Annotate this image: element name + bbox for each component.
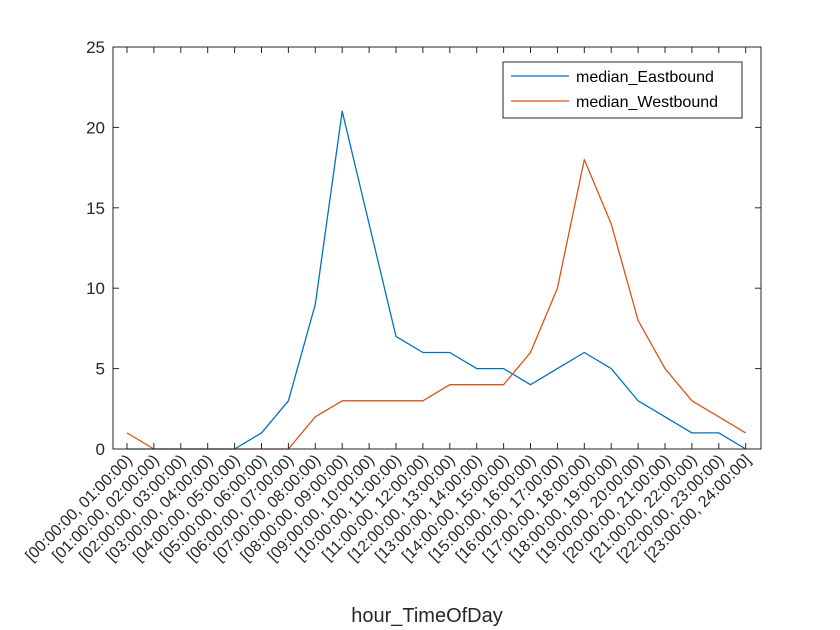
plot-lines	[126, 110, 747, 450]
legend-box	[502, 61, 743, 119]
legend-label: median_Westbound	[576, 94, 718, 111]
y-tick-label: 15	[86, 199, 105, 218]
legend-label: median_Eastbound	[576, 69, 714, 86]
series-line-median_Westbound	[126, 158, 747, 450]
y-tick-label: 10	[86, 279, 105, 298]
x-axis-title: hour_TimeOfDay	[351, 605, 503, 627]
y-tick-label: 5	[96, 360, 105, 379]
series-line-median_Eastbound	[127, 110, 747, 450]
axes-box	[112, 46, 762, 450]
y-tick-label: 0	[96, 440, 105, 459]
y-axis: 0 5 10 15 20 25	[86, 38, 761, 459]
y-tick-label: 25	[86, 38, 105, 57]
legend: median_Eastbound median_Westbound	[502, 61, 743, 119]
y-tick-label: 20	[86, 118, 105, 137]
